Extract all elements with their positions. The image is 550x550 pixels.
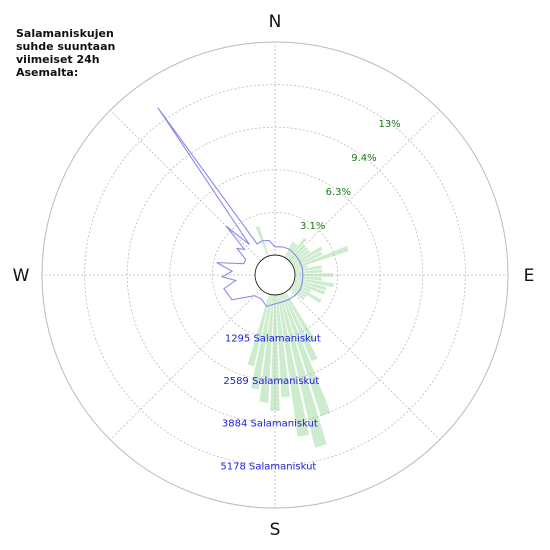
percent-bar — [284, 291, 316, 343]
grid-ring — [211, 211, 338, 338]
grid-ring — [126, 126, 424, 424]
percent-bar — [282, 292, 318, 362]
percent-bar — [276, 294, 290, 398]
direction-label-w: W — [13, 266, 30, 286]
grid-spoke — [109, 109, 262, 262]
grid-ring — [84, 84, 466, 466]
grid-spoke — [288, 109, 441, 262]
grid-spoke — [109, 288, 262, 441]
chart-title: Salamaniskujen suhde suuntaan viimeiset … — [16, 27, 116, 79]
percent-bar — [287, 237, 307, 261]
percent-tick-label: 13% — [378, 119, 400, 130]
percent-bar — [291, 284, 322, 303]
direction-label-n: N — [269, 12, 282, 32]
percent-bar — [290, 249, 311, 265]
count-tick-label: 1295 Salamaniskut — [225, 334, 321, 345]
percent-bar — [294, 272, 334, 278]
grid-spoke — [288, 288, 441, 441]
count-tick-label: 3884 Salamaniskut — [222, 419, 318, 430]
percent-bar — [292, 282, 312, 293]
percent-bar — [294, 265, 308, 271]
percent-bar — [294, 277, 335, 288]
percent-bar — [281, 293, 331, 417]
count-tick-label: 2589 Salamaniskut — [223, 376, 319, 387]
percent-bar — [247, 294, 271, 367]
direction-label-e: E — [524, 266, 535, 286]
percent-bar — [289, 287, 305, 301]
count-line — [157, 107, 304, 308]
percent-bar — [293, 246, 349, 269]
percent-bar — [294, 276, 323, 281]
direction-label-s: S — [270, 520, 281, 540]
percent-bar — [250, 294, 273, 390]
center-hub — [254, 254, 296, 296]
percent-bar — [277, 294, 309, 437]
percent-tick-label: 3.1% — [300, 221, 325, 232]
percent-bar — [279, 294, 327, 448]
percent-bar — [289, 246, 308, 263]
percent-tick-label: 6.3% — [326, 187, 351, 198]
percent-bar — [270, 294, 280, 412]
percent-bar — [259, 294, 274, 403]
percent-tick-label: 9.4% — [351, 153, 376, 164]
percent-bar — [294, 269, 323, 274]
percent-bar — [294, 265, 322, 273]
count-tick-label: 5178 Salamaniskut — [220, 461, 316, 472]
